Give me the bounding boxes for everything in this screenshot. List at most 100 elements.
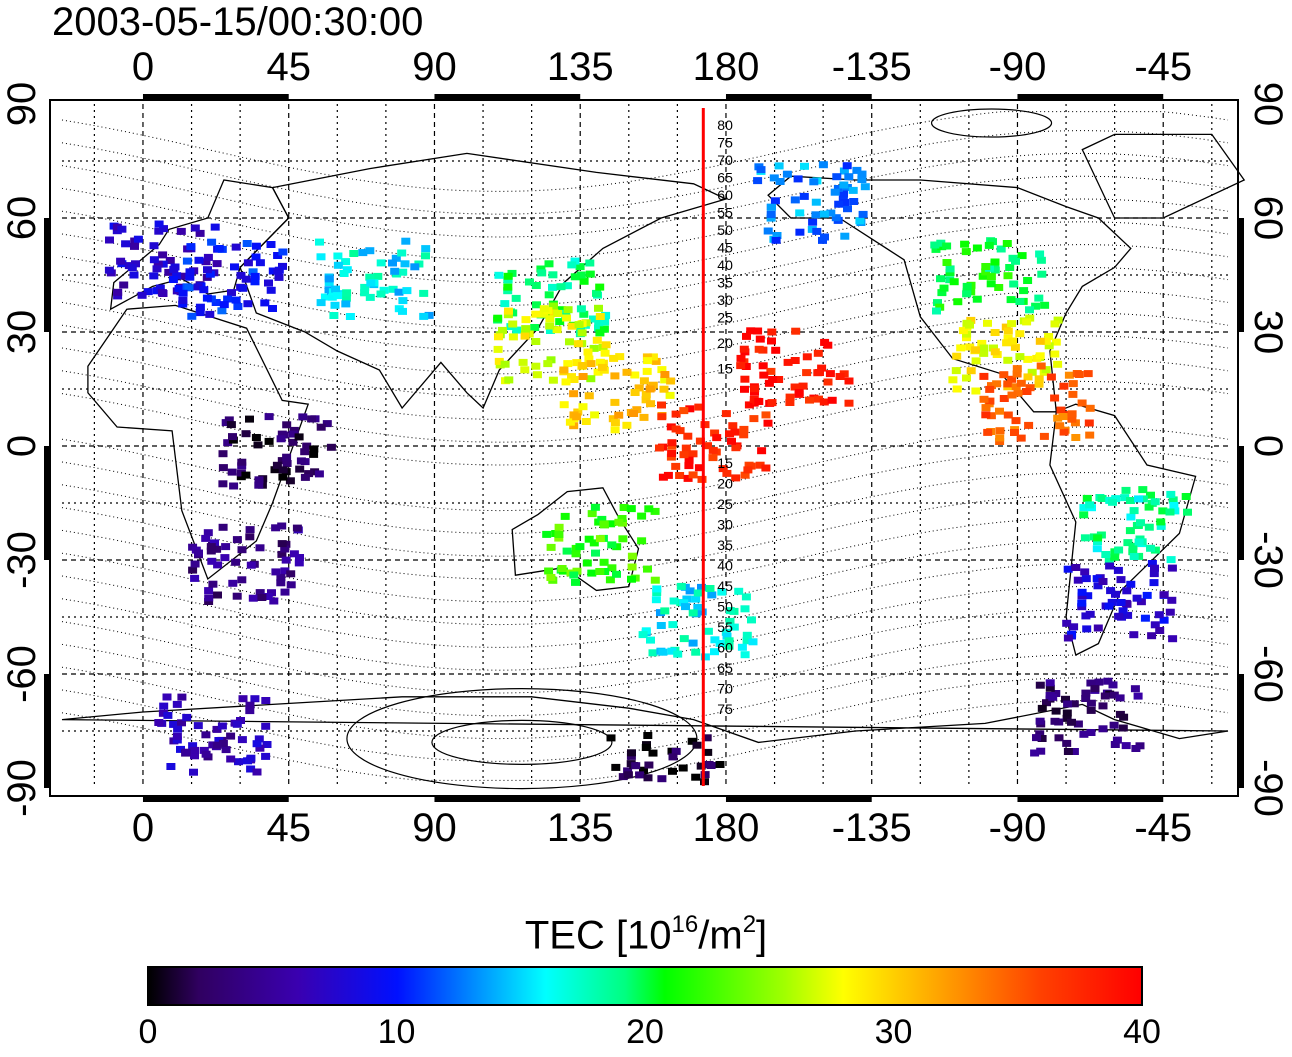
tec-cell: [595, 283, 605, 291]
tec-cell: [641, 744, 651, 751]
tec-cell: [763, 419, 773, 427]
tec-cell: [397, 249, 407, 257]
tec-cell: [1023, 355, 1033, 363]
contour-label: 25: [717, 310, 733, 326]
tec-cell: [812, 227, 822, 235]
tec-cell: [282, 453, 292, 461]
tec-cell: [590, 411, 600, 419]
tec-cell: [241, 471, 251, 479]
tec-cell: [785, 399, 795, 406]
tec-cell: [587, 510, 597, 518]
tec-cell: [614, 411, 624, 419]
tec-cell: [1039, 432, 1049, 440]
tec-cell: [1037, 735, 1047, 742]
tec-cell: [199, 746, 209, 754]
tec-cell: [962, 374, 971, 382]
tec-cell: [1109, 691, 1119, 699]
tec-cell: [193, 283, 203, 291]
tec-cell: [552, 326, 562, 334]
tec-cell: [675, 472, 685, 479]
tec-cell: [207, 557, 217, 565]
tec-cell: [410, 263, 420, 271]
tec-cell: [278, 473, 288, 481]
tec-cell: [855, 217, 865, 225]
tec-cell: [1128, 548, 1138, 556]
tec-cell: [226, 732, 236, 740]
tec-cell: [511, 294, 521, 302]
tec-cell: [1113, 566, 1123, 574]
tec-cell: [570, 257, 580, 265]
tec-cell: [168, 276, 178, 283]
tec-cell: [951, 367, 961, 375]
tec-cell: [530, 324, 540, 331]
tec-cell: [518, 358, 528, 366]
tec-cell: [655, 444, 664, 452]
tec-cell: [546, 327, 555, 334]
tec-cell: [683, 432, 693, 440]
tec-cell: [178, 297, 188, 304]
tec-cell: [721, 628, 731, 636]
tec-cell: [556, 283, 566, 291]
tec-cell: [623, 767, 633, 775]
tec-cell: [302, 442, 312, 450]
tec-cell: [729, 623, 739, 631]
tec-cell: [767, 328, 777, 336]
tec-cell: [250, 695, 260, 703]
tec-cell: [212, 741, 222, 749]
tec-cell: [1070, 419, 1080, 427]
tec-cell: [276, 435, 286, 443]
contour-label: 20: [717, 335, 733, 351]
tec-cell: [610, 398, 620, 406]
contour-label: 65: [717, 170, 733, 186]
tec-cell: [590, 503, 600, 511]
tec-cell: [601, 311, 611, 319]
tec-cell: [741, 593, 751, 601]
tec-cell: [127, 264, 137, 272]
tec-cell: [994, 284, 1004, 291]
tec-cell: [578, 362, 588, 369]
tec-cell: [254, 476, 264, 484]
tec-cell: [1149, 579, 1159, 587]
tec-cell: [493, 314, 503, 322]
tec-cell: [725, 430, 734, 438]
tec-cell: [176, 745, 185, 753]
tec-cell: [839, 167, 849, 175]
tec-cell: [1170, 507, 1180, 515]
tec-cell: [691, 648, 701, 656]
tec-cell: [316, 423, 326, 431]
tec-cell: [1086, 679, 1096, 687]
tec-cell: [104, 266, 114, 274]
tec-cell: [390, 267, 400, 275]
tec-cell: [195, 229, 205, 237]
tec-cell: [742, 631, 752, 639]
tec-cell: [285, 477, 295, 485]
tec-cell: [1003, 411, 1013, 419]
tec-cell: [1050, 350, 1060, 358]
tec-cell: [1015, 353, 1025, 361]
tec-cell: [795, 228, 805, 236]
tec-cell: [172, 732, 182, 740]
tec-cell: [656, 622, 666, 629]
tec-cell: [676, 582, 686, 590]
tec-cell: [844, 377, 854, 385]
tec-cell: [990, 266, 1000, 274]
tec-cell: [237, 546, 247, 554]
tec-cell: [979, 395, 989, 403]
tec-cell: [341, 294, 351, 302]
tec-cell: [722, 469, 732, 477]
tec-cell: [764, 379, 774, 387]
tec-cell: [681, 603, 690, 611]
tec-cell: [1022, 388, 1032, 395]
tec-cell: [1110, 741, 1120, 748]
tec-cell: [739, 345, 749, 353]
tec-cell: [767, 203, 776, 211]
tec-cell: [246, 561, 256, 569]
tec-cell: [1023, 373, 1033, 381]
tec-cell: [1106, 587, 1116, 595]
tec-cell: [995, 434, 1005, 442]
tec-cell: [546, 356, 556, 364]
tec-cell: [956, 344, 966, 352]
tec-cell: [627, 563, 637, 571]
tec-cell: [1063, 700, 1073, 708]
tec-cell: [657, 366, 667, 374]
